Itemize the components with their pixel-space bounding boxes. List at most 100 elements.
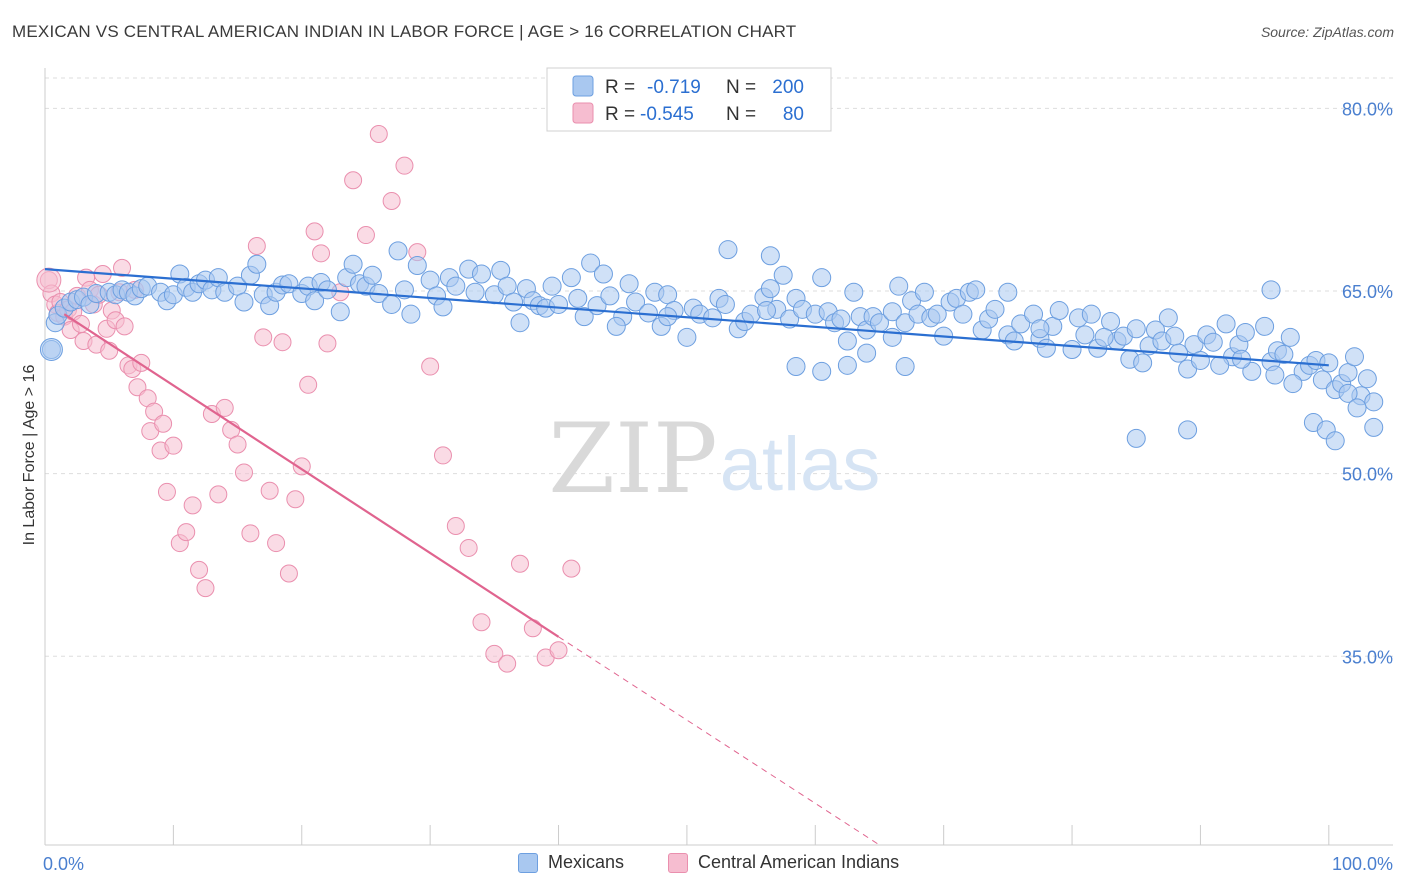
axes — [44, 68, 1393, 846]
data-point-central-american-indians — [498, 654, 517, 673]
y-tick-label-2: 50.0% — [1342, 465, 1393, 485]
data-point-central-american-indians — [344, 171, 363, 190]
data-point-mexicans — [561, 268, 581, 288]
data-point-central-american-indians — [228, 435, 247, 454]
data-point-central-american-indians — [286, 490, 305, 509]
data-point-mexicans — [1274, 344, 1294, 364]
data-point-mexicans — [568, 288, 588, 308]
data-point-mexicans — [914, 282, 934, 302]
data-point-mexicans — [857, 343, 877, 363]
data-point-central-american-indians — [446, 517, 465, 536]
data-point-central-american-indians — [305, 222, 324, 241]
chart-title: MEXICAN VS CENTRAL AMERICAN INDIAN IN LA… — [12, 22, 797, 41]
tick-labels: 80.0% 65.0% 50.0% 35.0% 0.0% 100.0% — [43, 99, 1393, 874]
data-point-mexicans — [504, 292, 524, 312]
legend-label-central-american-indians: Central American Indians — [698, 852, 900, 872]
data-point-mexicans — [1203, 332, 1223, 352]
data-point-central-american-indians — [356, 226, 375, 245]
data-point-central-american-indians — [190, 560, 209, 579]
data-point-mexicans — [388, 241, 408, 261]
y-axis-label: In Labor Force | Age > 16 — [21, 365, 38, 546]
data-point-central-american-indians — [241, 524, 260, 543]
data-point-mexicans — [1094, 327, 1114, 347]
data-point-mexicans — [677, 327, 697, 347]
data-point-central-american-indians — [369, 125, 388, 144]
data-point-mexicans — [626, 292, 646, 312]
stats-swatch-central-american-indians — [572, 102, 594, 124]
data-point-central-american-indians — [299, 375, 318, 394]
data-point-mexicans — [1081, 304, 1101, 324]
data-point-central-american-indians — [485, 644, 504, 663]
data-point-mexicans — [882, 302, 902, 322]
data-point-central-american-indians — [183, 496, 202, 515]
data-point-central-american-indians — [247, 237, 266, 256]
data-point-central-american-indians — [273, 333, 292, 352]
data-point-central-american-indians — [145, 402, 164, 421]
data-point-mexicans — [882, 327, 902, 347]
data-point-mexicans — [1364, 417, 1384, 437]
data-point-central-american-indians — [549, 641, 568, 660]
data-point-mexicans — [1283, 374, 1303, 394]
data-point-mexicans — [1235, 322, 1255, 342]
data-point-central-american-indians — [215, 398, 234, 417]
data-point-mexicans — [1036, 338, 1056, 358]
trend-line-central-american-indians — [63, 313, 560, 638]
legend-item-mexicans: Mexicans — [518, 852, 624, 873]
data-point-mexicans — [234, 292, 254, 312]
data-point-mexicans — [1030, 319, 1050, 339]
data-point-mexicans — [446, 276, 466, 296]
data-point-central-american-indians — [154, 414, 173, 433]
data-point-mexicans — [491, 260, 511, 280]
data-point-central-american-indians — [318, 334, 337, 353]
data-point-central-american-indians — [279, 564, 298, 583]
data-point-central-american-indians — [157, 482, 176, 501]
legend-item-central-american-indians: Central American Indians — [668, 852, 899, 873]
data-point-mexicans — [1338, 383, 1358, 403]
data-point-mexicans — [985, 299, 1005, 319]
y-tick-label-3: 35.0% — [1342, 647, 1393, 667]
data-point-mexicans — [837, 355, 857, 375]
data-point-central-american-indians — [128, 378, 147, 397]
data-point-mexicans — [549, 294, 569, 314]
trend-line-mexicans — [44, 268, 1329, 367]
data-point-central-american-indians — [433, 446, 452, 465]
data-point-mexicans — [757, 301, 777, 321]
data-point-mexicans — [619, 274, 639, 294]
data-point-central-american-indians — [209, 485, 228, 504]
data-point-mexicans — [465, 282, 485, 302]
data-point-mexicans — [401, 304, 421, 324]
data-point-mexicans — [1338, 363, 1358, 383]
data-point-mexicans — [1133, 353, 1153, 373]
data-point-central-american-indians — [312, 244, 331, 263]
data-point-central-american-indians — [511, 554, 530, 573]
data-point-central-american-indians — [562, 559, 581, 578]
x-tick-label-1: 100.0% — [1332, 854, 1393, 874]
data-point-mexicans — [1312, 370, 1332, 390]
data-point-mexicans — [812, 361, 832, 381]
data-point-mexicans — [471, 264, 491, 284]
data-point-mexicans — [247, 254, 267, 274]
y-tick-label-1: 65.0% — [1342, 282, 1393, 302]
data-point-mexicans — [305, 291, 325, 311]
data-point-mexicans — [718, 240, 738, 260]
bottom-legend: Mexicans Central American Indians — [0, 850, 1406, 880]
data-point-mexicans — [362, 265, 382, 285]
data-point-central-american-indians — [177, 523, 196, 542]
data-point-mexicans — [1265, 365, 1285, 385]
data-point-central-american-indians — [196, 579, 215, 598]
data-point-mexicans — [1049, 301, 1069, 321]
trend-extension-central-american-indians — [558, 636, 880, 846]
data-point-central-american-indians — [260, 481, 279, 500]
data-point-mexicans — [542, 276, 562, 296]
data-point-central-american-indians — [254, 328, 273, 347]
data-point-mexicans — [1165, 326, 1185, 346]
data-point-mexicans — [715, 294, 735, 314]
data-point-mexicans — [420, 270, 440, 290]
stats-n-value-central-american-indians: 80 — [783, 104, 804, 125]
data-point-mexicans — [1242, 361, 1262, 381]
stats-n-label-mexicans: N = — [726, 77, 756, 98]
data-point-mexicans — [831, 309, 851, 329]
stats-r-value-central-american-indians: -0.545 — [640, 104, 694, 125]
data-point-mexicans — [1126, 319, 1146, 339]
